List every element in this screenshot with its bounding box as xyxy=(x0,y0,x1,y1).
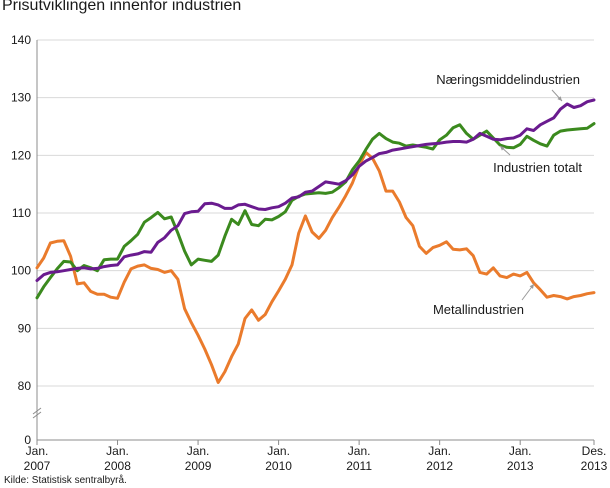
y-tick-label: 140 xyxy=(11,33,31,47)
x-tick-label: Jan. xyxy=(509,444,532,458)
x-tick-label: 2012 xyxy=(426,459,453,473)
y-tick-label: 110 xyxy=(12,206,31,220)
series-line-metall xyxy=(35,150,596,384)
x-tick-label: Jan. xyxy=(187,444,210,458)
annotation-arrowhead xyxy=(500,146,505,151)
x-tick-label: Jan. xyxy=(26,444,49,458)
y-tick-label: 80 xyxy=(18,379,32,393)
y-tick-label: 120 xyxy=(11,148,31,162)
gridlines xyxy=(37,39,594,387)
x-tick-label: 2011 xyxy=(346,459,372,473)
x-tick-label: Jan. xyxy=(428,444,451,458)
x-tick-label: Jan. xyxy=(106,444,129,458)
x-tick-label: 2010 xyxy=(265,459,292,473)
series-line-industrien_totalt xyxy=(35,122,596,300)
y-tick-label: 90 xyxy=(18,321,32,335)
y-tick-label: 130 xyxy=(11,91,31,105)
x-tick-label: Des. xyxy=(582,444,607,458)
x-tick-label: Jan. xyxy=(267,444,290,458)
x-tick-label: 2008 xyxy=(104,459,131,473)
series-line-naeringsmiddel xyxy=(35,98,596,282)
annotations: Næringsmiddelindustrien Industrien totalt… xyxy=(433,72,582,317)
series-lines xyxy=(35,98,596,384)
y-tick-label: 100 xyxy=(11,264,31,278)
annotation-arrowhead xyxy=(529,284,534,289)
y-tick-label: 0 xyxy=(24,433,31,447)
chart-title: Prisutviklingen innenfor industrien xyxy=(2,0,242,14)
axes: 08090100110120130140Jan.2007Jan.2008Jan.… xyxy=(11,33,608,473)
source-note: Kilde: Statistisk sentralbyrå. xyxy=(4,475,127,486)
annotation-label: Metallindustrien xyxy=(433,302,524,317)
x-tick-label: 2013 xyxy=(581,459,608,473)
annotation-label: Industrien totalt xyxy=(493,160,582,175)
axis-break-mark xyxy=(32,407,42,415)
x-tick-label: 2013 xyxy=(507,459,534,473)
x-tick-label: 2007 xyxy=(24,459,51,473)
annotation-label: Næringsmiddelindustrien xyxy=(436,72,580,87)
annotation-arrowhead xyxy=(557,96,562,101)
axis-break-mark xyxy=(32,411,42,419)
x-tick-label: Jan. xyxy=(348,444,371,458)
x-tick-label: 2009 xyxy=(185,459,212,473)
